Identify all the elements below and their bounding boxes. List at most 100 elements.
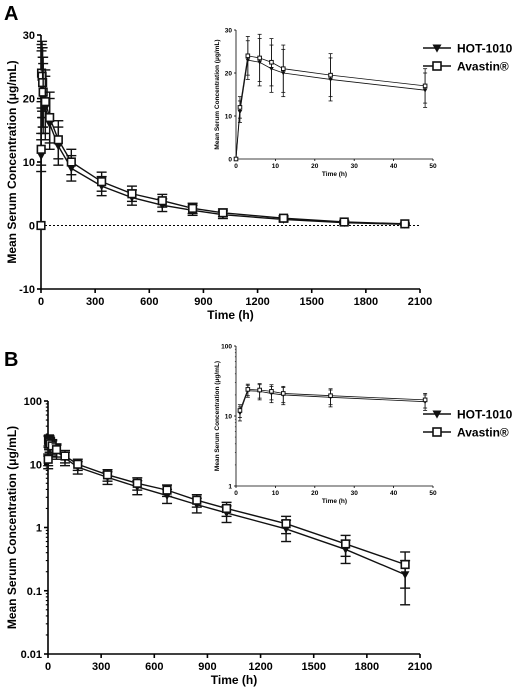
data-point: [269, 59, 274, 65]
x-tick-label: 1500: [299, 296, 323, 308]
x-tick-label: 10: [272, 490, 280, 497]
data-point: [66, 157, 76, 167]
y-tick-label: 0: [228, 156, 232, 163]
y-tick-label: -10: [19, 284, 35, 296]
x-axis-title: Time (h): [322, 498, 347, 505]
chart-b-inset: 0 10 20 30 40 50 1 10 100 Time (h) Mean Serum Conc…: [214, 343, 437, 505]
chart-a-inset: 0 10 20 30 40 50 0 10 20 30 Time (h) Mean Serum Con…: [214, 27, 437, 178]
legend-marker: [432, 61, 442, 71]
y-tick-label: 0: [29, 221, 35, 233]
x-tick-label: 0: [45, 661, 51, 673]
data-point: [245, 53, 251, 59]
data-point: [281, 519, 291, 529]
x-tick-label: 1800: [354, 296, 378, 308]
data-point: [400, 559, 410, 570]
x-tick-label: 1500: [301, 661, 325, 673]
data-point: [97, 177, 107, 187]
x-tick-label: 600: [145, 661, 163, 673]
x-tick-label: 30: [351, 490, 359, 497]
data-point: [237, 408, 243, 413]
x-tick-label: 1200: [245, 296, 269, 308]
data-point: [237, 105, 243, 110]
series-line: [40, 72, 405, 226]
data-point: [192, 495, 202, 505]
chart-a: 0 300 600 900 1200 1500 1800 2100-100102030Time…: [5, 30, 513, 322]
x-axis-title: Time (h): [211, 673, 257, 687]
series-avastin: [43, 434, 411, 589]
data-point: [328, 393, 333, 398]
legend-label: Avastin®: [457, 60, 509, 74]
x-tick-label: 2100: [408, 296, 432, 308]
y-tick-label: 30: [225, 27, 233, 34]
data-point: [102, 470, 113, 480]
series-line: [235, 55, 426, 160]
data-point: [36, 220, 46, 231]
data-point: [188, 203, 198, 213]
x-tick-label: 0: [234, 163, 238, 170]
x-tick-label: 40: [390, 490, 398, 497]
y-tick-label: 1: [228, 483, 232, 490]
data-point: [157, 196, 167, 206]
data-point: [257, 387, 262, 393]
x-tick-label: 300: [86, 296, 104, 308]
y-tick-label: 0.1: [27, 586, 42, 598]
data-point: [400, 219, 410, 229]
series-hot-1010: [43, 435, 411, 606]
legend-marker: [432, 44, 442, 53]
data-point: [233, 156, 239, 162]
series-hot-1010: [36, 47, 410, 230]
data-point: [53, 135, 63, 145]
y-tick-label: 10: [23, 157, 35, 169]
x-tick-label: 0: [234, 490, 238, 497]
x-axis-title: Time (h): [207, 308, 253, 322]
chart-b: 0 300 600 900 1200 1500 1800 21000.010.1110100T…: [5, 396, 513, 687]
x-tick-label: 10: [272, 163, 280, 170]
legend-label: HOT-1010: [457, 42, 513, 56]
legend-label: Avastin®: [457, 426, 509, 440]
data-point: [257, 55, 262, 61]
x-tick-label: 20: [311, 163, 319, 170]
y-tick-label: 1: [36, 523, 42, 535]
x-tick-label: 900: [198, 661, 216, 673]
x-tick-label: 20: [311, 490, 319, 497]
x-axis-title: Time (h): [322, 171, 347, 178]
y-axis-title: Mean Serum Concentration (μg/mL): [5, 426, 19, 629]
data-point: [339, 217, 349, 227]
legend-marker: [432, 427, 442, 437]
x-tick-label: 0: [38, 296, 44, 308]
legend-label: HOT-1010: [457, 408, 513, 422]
data-point: [221, 503, 232, 514]
x-tick-label: 50: [429, 490, 437, 497]
x-tick-label: 600: [140, 296, 158, 308]
y-tick-label: 10: [30, 459, 42, 471]
data-point: [51, 445, 62, 455]
data-point: [422, 397, 428, 403]
data-point: [43, 454, 53, 464]
legend: HOT-1010 Avastin®: [423, 408, 513, 440]
x-tick-label: 300: [92, 661, 110, 673]
y-axis-title: Mean Serum Concentration (μg/mL): [5, 60, 19, 263]
y-tick-label: 100: [24, 396, 42, 408]
series-avastin: [237, 383, 428, 418]
data-point: [73, 459, 83, 469]
data-point: [60, 451, 70, 461]
series-avastin: [233, 33, 428, 162]
y-axis-title: Mean Serum Concentration (μg/mL): [214, 39, 221, 149]
y-tick-label: 10: [225, 413, 233, 420]
x-tick-label: 1200: [248, 661, 272, 673]
panel-label-b: B: [4, 349, 18, 371]
x-tick-label: 50: [429, 163, 437, 170]
data-point: [328, 72, 333, 78]
chart-root: 0 300 600 900 1200 1500 1800 2100-100102030Time…: [5, 27, 513, 687]
data-point: [132, 478, 142, 488]
data-point: [45, 112, 55, 123]
series-line: [40, 79, 405, 226]
data-point: [162, 485, 172, 495]
data-point: [269, 389, 274, 394]
y-tick-label: 100: [221, 343, 232, 350]
y-tick-label: 30: [23, 30, 35, 42]
data-point: [40, 97, 50, 107]
data-point: [245, 387, 251, 392]
data-point: [340, 539, 351, 549]
x-tick-label: 30: [351, 163, 359, 170]
